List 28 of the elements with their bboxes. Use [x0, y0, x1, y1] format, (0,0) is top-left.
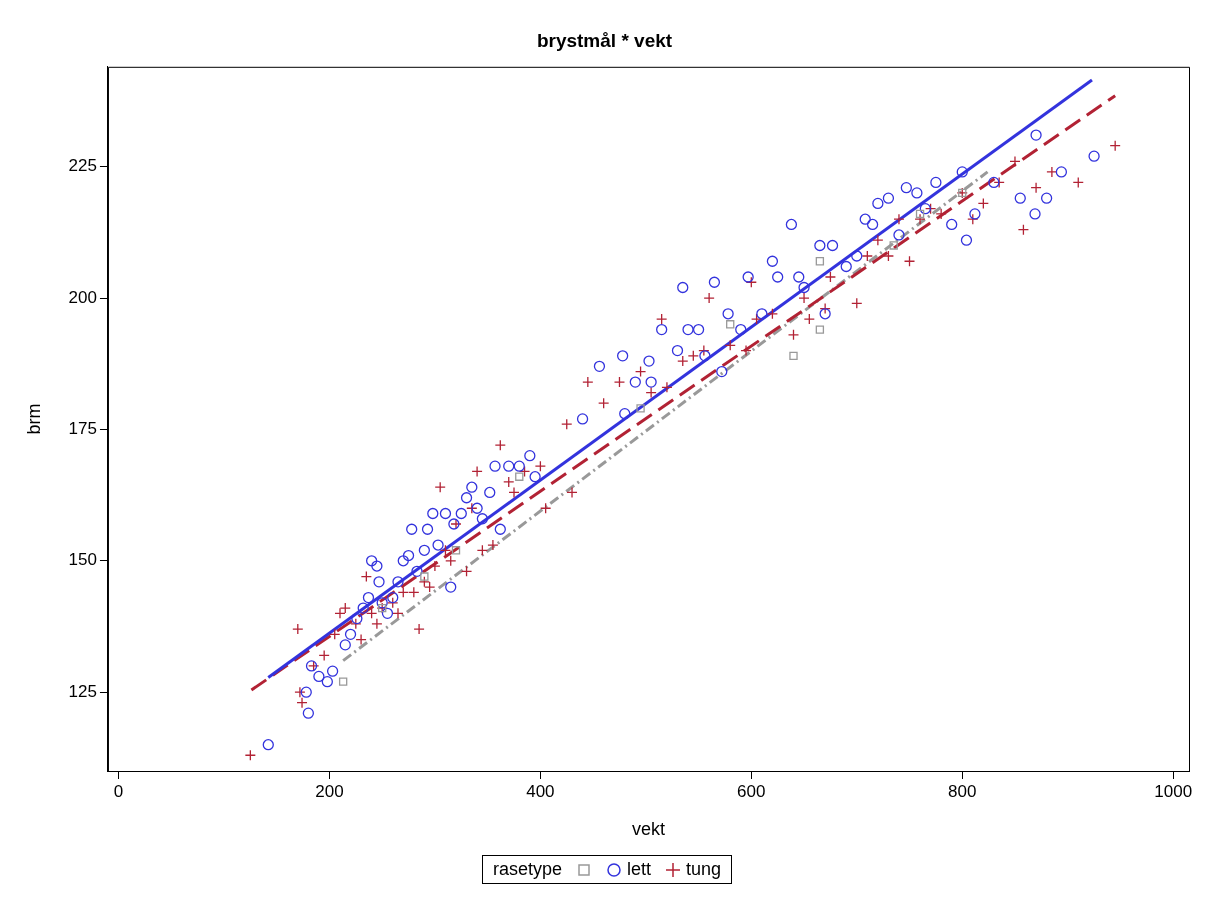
x-tick-label: 0	[113, 781, 124, 801]
x-tick-label: 200	[315, 781, 344, 801]
point	[420, 572, 429, 581]
point	[515, 472, 524, 481]
point	[915, 209, 925, 219]
point	[889, 241, 898, 250]
x-axis-title: vekt	[631, 819, 665, 840]
point	[815, 257, 825, 266]
y-tick-label: 200	[68, 287, 97, 307]
x-tick-label: 1000	[1154, 781, 1193, 801]
x-tick-label: 800	[948, 781, 977, 801]
point	[338, 677, 348, 686]
legend-title: rasetype	[492, 859, 562, 880]
y-axis-title: brm	[23, 403, 44, 435]
x-tick-label: 400	[526, 781, 555, 801]
point	[726, 320, 735, 329]
chart-title: brystmål * vekt	[536, 29, 673, 51]
legend-label: tung	[686, 859, 722, 880]
point	[789, 351, 798, 361]
point	[451, 546, 461, 555]
y-tick-label: 175	[68, 419, 97, 439]
x-tick-label: 600	[737, 781, 766, 801]
legend-label: lett	[626, 859, 651, 880]
point	[815, 325, 825, 334]
y-tick-label: 125	[68, 681, 97, 701]
y-tick-label: 150	[68, 550, 97, 570]
point	[636, 404, 645, 413]
y-tick-label: 225	[68, 156, 97, 176]
